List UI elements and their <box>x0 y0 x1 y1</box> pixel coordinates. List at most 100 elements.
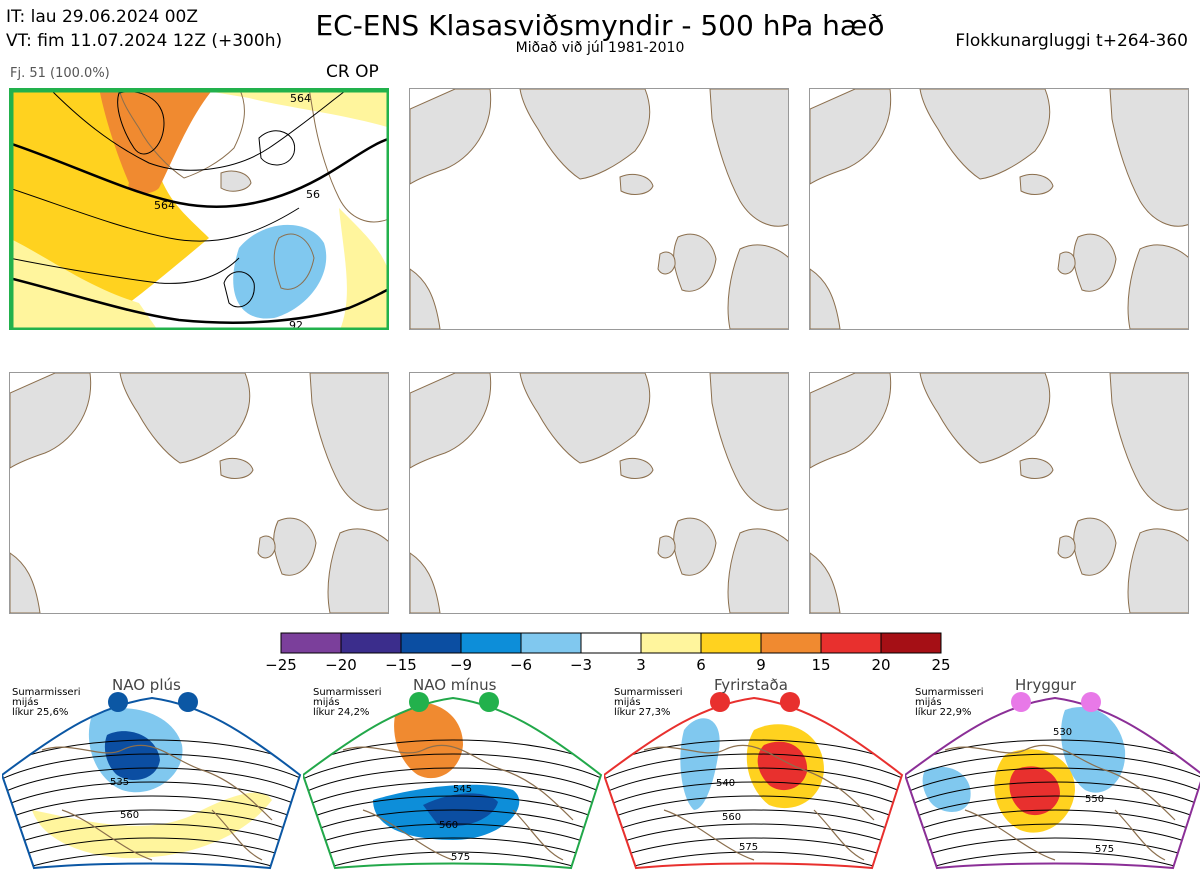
contour-label: 535 <box>110 777 129 788</box>
height-contour <box>905 795 1200 827</box>
colorbar-tick-label: 9 <box>756 656 766 674</box>
land-area <box>919 373 1051 464</box>
height-contour <box>2 795 300 827</box>
coastline <box>643 744 875 861</box>
colorbar-tick-label: −3 <box>569 656 593 674</box>
regime-dot <box>108 692 128 712</box>
vt-line: VT: fim 11.07.2024 12Z (+300h) <box>6 31 283 51</box>
land-area <box>410 89 492 185</box>
coastline <box>944 744 1176 861</box>
colorbar-tick-label: −25 <box>265 656 297 674</box>
main-map: 564 564 56 92 <box>9 88 389 330</box>
main-map-panel[interactable]: 564 564 56 92 <box>9 88 389 330</box>
land-area <box>1109 373 1188 511</box>
colorbar-segment <box>760 632 822 654</box>
contour-label: 575 <box>739 842 758 853</box>
contour-thin-3 <box>48 88 350 171</box>
map-panel-4[interactable] <box>9 372 389 614</box>
land-area <box>410 552 441 613</box>
contour-closed-1 <box>117 91 165 155</box>
regime-dot <box>710 692 730 712</box>
land-area <box>657 535 676 559</box>
height-contour <box>2 781 300 813</box>
height-contour <box>604 809 902 841</box>
land-area <box>1019 173 1054 195</box>
britain-coast <box>273 233 315 290</box>
height-contour <box>905 809 1200 841</box>
coastline <box>342 744 574 861</box>
contour-thin-1 <box>9 187 300 242</box>
height-contour <box>604 781 902 813</box>
regime-dot <box>178 692 198 712</box>
land-area <box>919 89 1051 180</box>
contour-label: 560 <box>439 820 458 831</box>
contour-label: 560 <box>722 812 741 823</box>
regime-dot <box>1081 692 1101 712</box>
land-area <box>519 373 651 464</box>
colorbar-tick-label: 20 <box>871 656 891 674</box>
contour-label-1: 564 <box>154 199 175 212</box>
land-area <box>219 457 254 479</box>
height-contour <box>905 781 1200 813</box>
land-area <box>657 251 676 275</box>
contour-closed-2 <box>223 271 255 308</box>
map-panel-2[interactable] <box>409 88 789 330</box>
height-contour <box>303 851 601 868</box>
land-area <box>519 89 651 180</box>
coastline <box>41 744 273 861</box>
contour-564 <box>9 137 389 208</box>
colorbar-tick-label: −20 <box>325 656 357 674</box>
height-contour <box>2 809 300 841</box>
land-area <box>1109 89 1188 227</box>
colorbar-tick-label: 3 <box>636 656 646 674</box>
member-label: Fj. 51 (100.0%) <box>10 66 110 81</box>
contour-label-3: 56 <box>306 188 320 201</box>
regime-title: Fyrirstaða <box>714 676 788 694</box>
colorbar-tick-label: −9 <box>449 656 473 674</box>
negative-anomaly-area <box>233 224 327 319</box>
regime-title: NAO plús <box>112 676 181 694</box>
land-area <box>619 173 654 195</box>
colorbar <box>280 632 942 654</box>
colorbar-segment <box>280 632 342 654</box>
land-area <box>810 552 841 613</box>
map-panel-5[interactable] <box>409 372 789 614</box>
colorbar-tick-label: 6 <box>696 656 706 674</box>
regime-title: Hryggur <box>1015 676 1077 694</box>
map-panel-6[interactable] <box>809 372 1189 614</box>
weak-positive-area-east <box>339 208 389 330</box>
colorbar-segment <box>400 632 462 654</box>
land-area <box>10 552 41 613</box>
height-contour <box>604 851 902 868</box>
colorbar-tick-label: 25 <box>931 656 951 674</box>
colorbar-segment <box>640 632 702 654</box>
height-contour <box>604 767 902 799</box>
regime-map: 545 560 575 <box>303 696 603 870</box>
contour-label: 540 <box>716 778 735 789</box>
colorbar-segment <box>700 632 762 654</box>
regime-note: Sumarmisseri mijás líkur 27,3% <box>614 687 683 718</box>
land-area <box>1057 535 1076 559</box>
land-area <box>810 268 841 329</box>
contour-thick-2 <box>9 276 389 324</box>
page-title: EC-ENS Klasasviðsmyndir - 500 hPa hæð <box>315 9 885 42</box>
contour-label: 550 <box>1085 794 1104 805</box>
land-area <box>673 233 717 292</box>
contour-label: 560 <box>120 810 139 821</box>
window-label: Flokkunargluggi t+264-360 <box>955 31 1188 51</box>
scandinavia-coast <box>308 88 389 223</box>
regime-border <box>303 696 603 870</box>
page-subtitle: Miðað við júl 1981-2010 <box>515 40 685 56</box>
map-canvas <box>810 373 1188 613</box>
map-panel-3[interactable] <box>809 88 1189 330</box>
regime-map: 530 550 575 <box>905 696 1200 870</box>
height-contour <box>2 851 300 868</box>
height-contour <box>303 767 601 799</box>
land-area <box>1127 528 1188 613</box>
land-area <box>810 373 892 469</box>
regime-title: NAO mínus <box>413 676 497 694</box>
it-line: IT: lau 29.06.2024 00Z <box>6 7 198 27</box>
colorbar-tick-label: −15 <box>385 656 417 674</box>
regime-map: 540 560 575 <box>604 696 904 870</box>
height-contour <box>303 753 601 785</box>
